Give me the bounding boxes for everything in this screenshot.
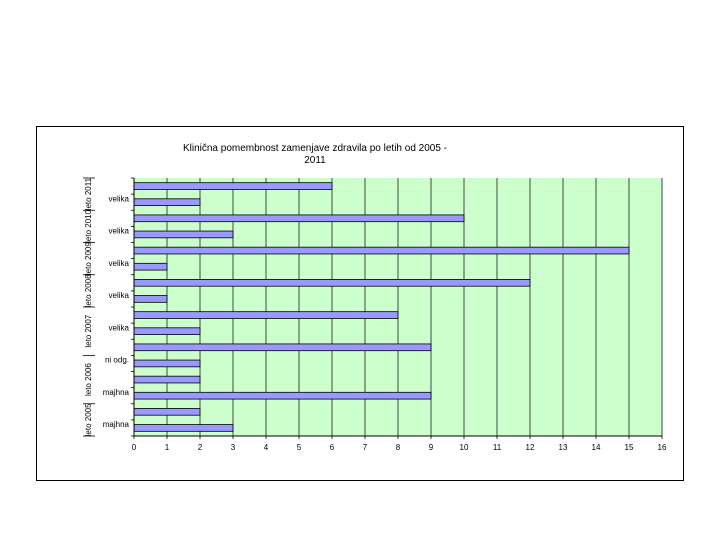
bar [133,311,399,319]
chart-title-line: 2011 [304,155,326,166]
category-label: velika [109,227,130,236]
category-label: velika [109,291,130,300]
x-tick-label: 6 [330,443,335,452]
bar [133,424,234,432]
group-label: leto 2005 [84,403,93,436]
x-tick-label: 13 [559,443,568,452]
x-tick-label: 10 [460,443,469,452]
group-label: leto 2008 [84,274,93,307]
x-tick-label: 15 [625,443,634,452]
bar [133,214,465,223]
x-tick-label: 9 [429,443,434,452]
bar [133,230,234,239]
x-tick-label: 3 [231,443,236,452]
bar [133,279,531,287]
bar [133,359,201,368]
x-tick-label: 2 [198,443,203,452]
x-tick-label: 12 [526,443,535,452]
group-label: leto 2011 [84,177,93,210]
bar [133,343,432,352]
category-labels: majhna majhna ni odg. velika velika velika vel… [103,194,130,429]
bar [133,246,630,255]
group-label: leto 2010 [84,209,93,242]
x-tick-label: 11 [493,443,502,452]
chart-title-line: Klinična pomembnost zamenjave zdravila p… [183,143,447,154]
group-label: leto 2007 [84,314,93,347]
bar [133,262,168,271]
bar [133,375,201,384]
x-tick-label: 0 [132,443,137,452]
category-label: ni odg. [105,356,129,365]
x-tick-labels: 0 1 2 3 4 5 6 7 8 9 10 11 12 13 14 15 16 [132,443,667,452]
bar-chart: Klinična pomembnost zamenjave zdravila p… [83,143,667,452]
bar [133,391,432,400]
x-tick-label: 5 [297,443,302,452]
category-label: velika [109,194,130,203]
chart-title: Klinična pomembnost zamenjave zdravila p… [183,143,447,166]
x-tick-label: 8 [396,443,401,452]
bar [133,327,201,335]
x-tick-label: 14 [592,443,601,452]
category-label: majhna [103,388,130,397]
x-tick-label: 7 [363,443,368,452]
bar [133,182,333,190]
category-label: velika [109,259,130,268]
group-label: leto 2006 [84,363,93,396]
bar [133,198,201,206]
axes [131,177,663,439]
category-label: velika [109,323,130,332]
x-tick-label: 4 [264,443,269,452]
bar [133,408,201,416]
x-tick-label: 1 [165,443,170,452]
group-label: leto 2009 [84,242,93,275]
bar [133,295,168,303]
x-tick-label: 16 [658,443,667,452]
chart-frame: Klinična pomembnost zamenjave zdravila p… [36,126,684,481]
category-label: majhna [103,420,130,429]
